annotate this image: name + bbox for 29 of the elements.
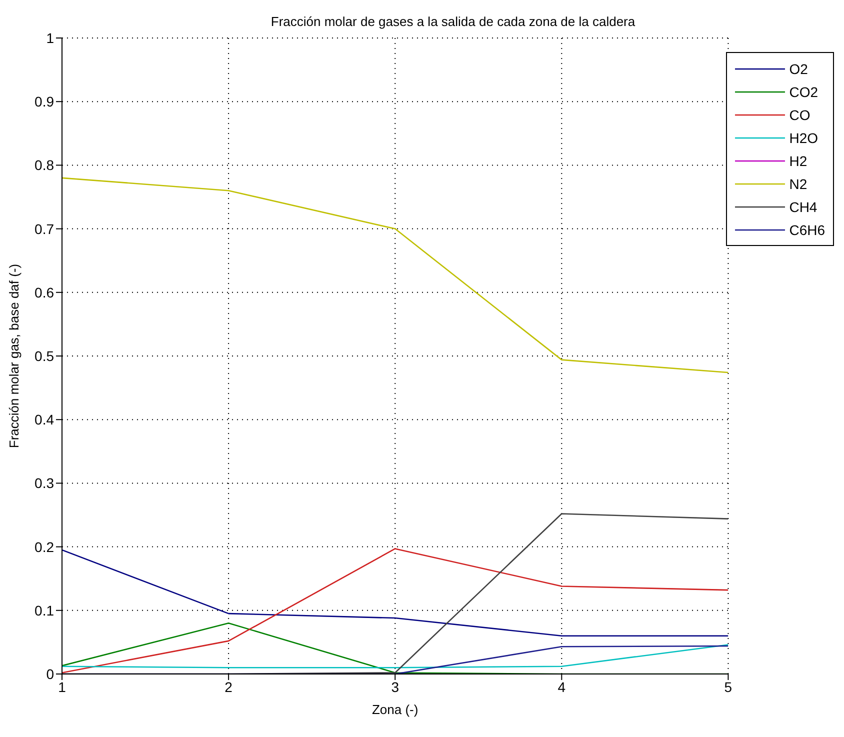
- line-series: [62, 549, 728, 636]
- y-tick-label: 0.6: [34, 284, 54, 300]
- y-tick-label: 0: [46, 666, 54, 682]
- y-axis-title: Fracción molar gas, base daf (-): [6, 264, 22, 448]
- legend-label: CH4: [789, 198, 818, 214]
- chart-title: Fracción molar de gases a la salida de cada zona de la caldera: [270, 14, 636, 29]
- y-tick-label: 0.5: [34, 348, 54, 364]
- x-tick-label: 4: [558, 678, 566, 695]
- x-tick-label: 5: [724, 678, 732, 695]
- y-tick-label: 0.2: [34, 538, 54, 555]
- legend-label: H2O: [789, 130, 818, 146]
- legend-label: CO: [789, 106, 810, 122]
- y-tick-label: 0.3: [34, 475, 54, 492]
- y-tick-label: 0.7: [34, 220, 54, 237]
- y-tick-label: 0.9: [34, 94, 54, 110]
- y-tick-label: 0.1: [34, 602, 54, 618]
- x-tick-label: 3: [391, 678, 400, 695]
- legend-label: CO2: [789, 84, 818, 100]
- x-tick-label: 2: [224, 678, 233, 695]
- x-axis-title: Zona (-): [372, 702, 418, 717]
- line-series: [62, 177, 728, 374]
- y-tick-label: 0.4: [34, 412, 54, 428]
- legend-label: H2: [789, 152, 808, 168]
- y-tick-label: 0.8: [34, 157, 54, 174]
- x-tick-label: 1: [58, 678, 66, 695]
- legend-label: C6H6: [789, 222, 825, 238]
- legend-label: O2: [789, 60, 808, 76]
- legend-label: N2: [789, 176, 808, 192]
- y-tick-label: 1: [46, 30, 54, 46]
